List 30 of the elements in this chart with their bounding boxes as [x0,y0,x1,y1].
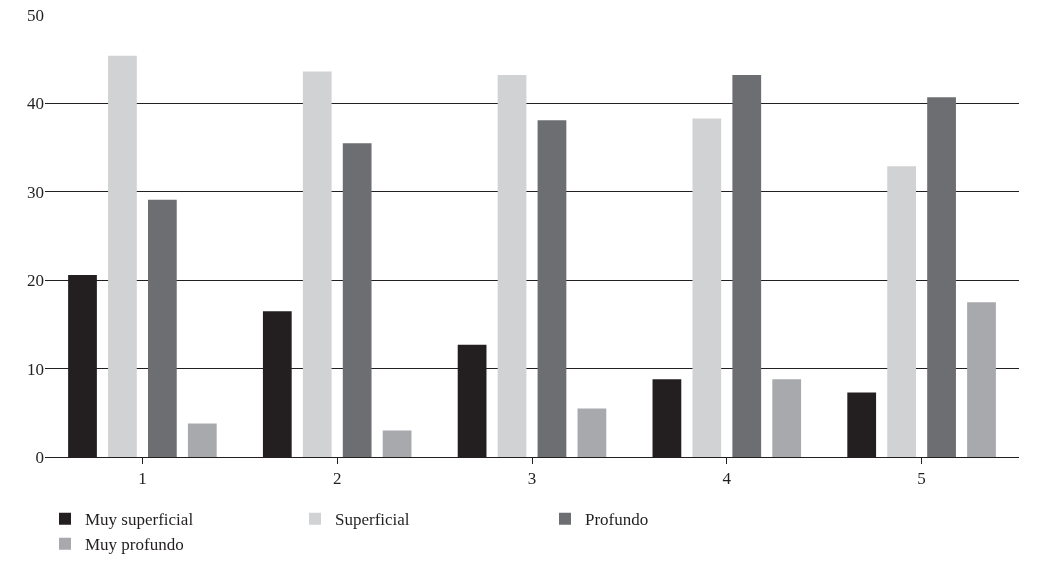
y-tick-label: 0 [35,447,44,467]
bar [732,75,762,457]
bar [342,143,372,457]
legend-label: Profundo [585,510,649,530]
bar [887,166,917,457]
bar [577,408,607,457]
y-tick-label: 30 [27,182,44,202]
bar [537,120,567,457]
bar [147,199,177,457]
x-tick-label: 1 [138,469,147,489]
legend-label: Muy profundo [85,535,184,555]
bar [692,118,722,457]
y-tick-label: 20 [27,271,44,291]
y-tick-label: 10 [27,359,44,379]
legend-label: Superficial [335,510,410,530]
y-tick-label: 50 [27,5,44,25]
bar [772,379,802,457]
bar [927,97,956,457]
bar [187,423,217,457]
legend-label: Muy superficial [85,510,194,530]
bar [967,302,996,457]
bar [497,75,527,457]
bar [382,430,412,457]
y-tick-label: 40 [27,94,44,114]
x-tick-label: 3 [527,469,537,489]
x-tick-label: 5 [917,469,926,489]
x-tick-label: 2 [332,469,342,489]
bar [108,55,137,457]
bar [302,71,332,457]
x-tick-label: 4 [722,469,732,489]
